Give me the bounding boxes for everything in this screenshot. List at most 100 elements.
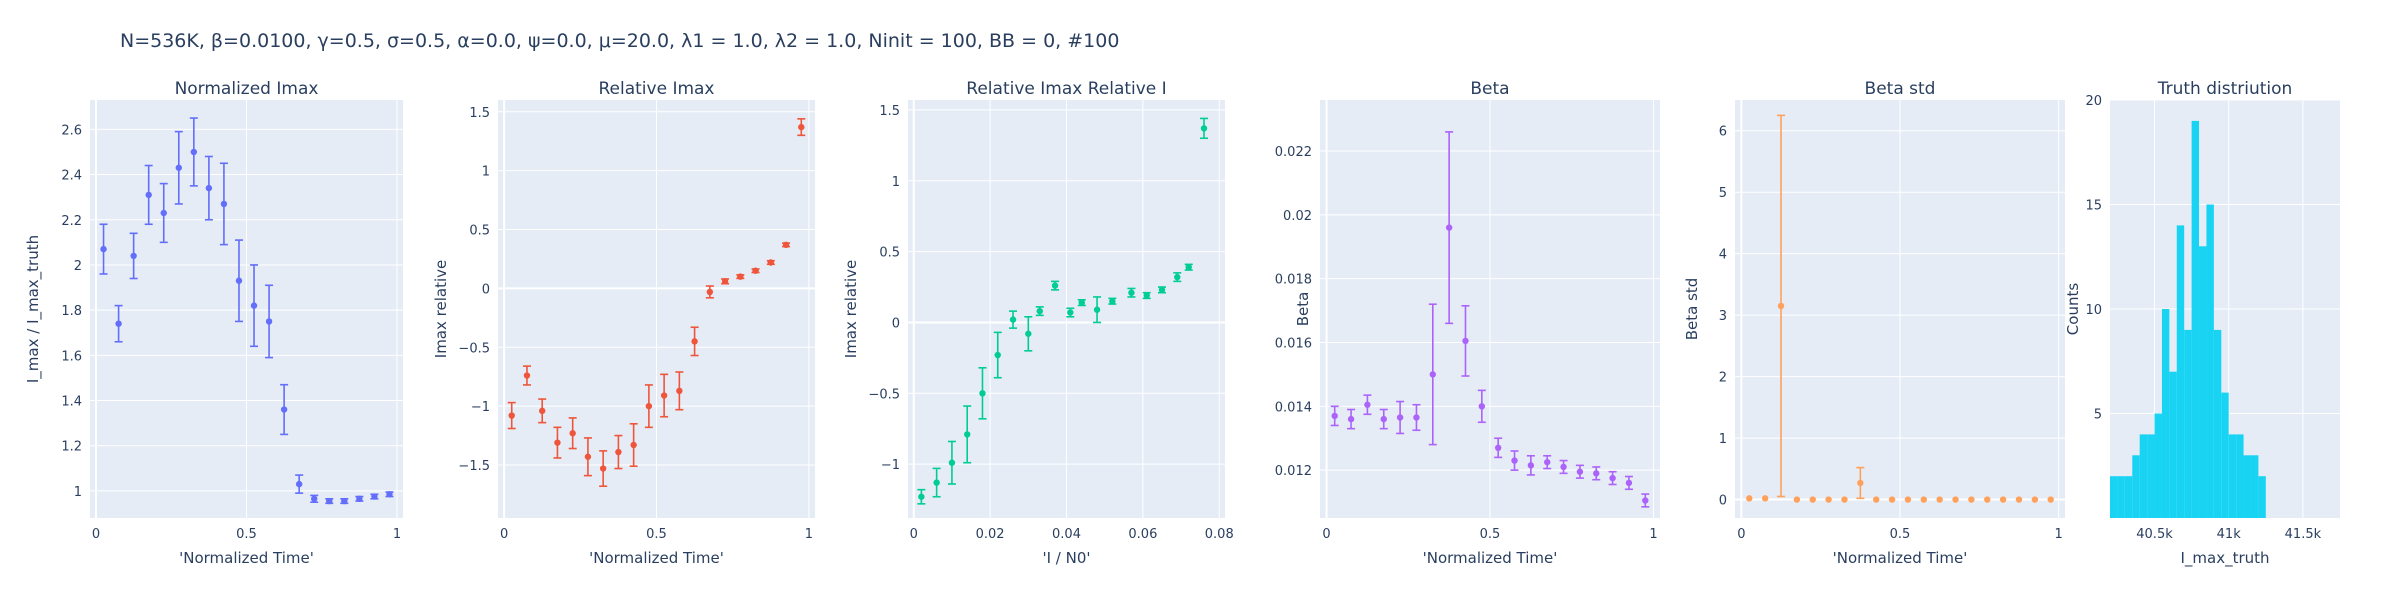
data-point [1511, 457, 1518, 464]
data-point [1984, 496, 1991, 503]
data-point [1364, 401, 1371, 408]
histogram-bar [2228, 434, 2237, 518]
data-point [1560, 463, 1567, 471]
y-axis-label: Beta std [1683, 278, 1701, 341]
data-point [1143, 292, 1150, 299]
data-point [508, 412, 515, 419]
data-point [691, 338, 698, 345]
y-tick-label: 0.02 [1283, 209, 1312, 224]
histogram-bar [2154, 413, 2162, 518]
data-point [1999, 496, 2007, 503]
y-axis-label: Beta [1294, 292, 1312, 327]
y-tick-label: 1.2 [61, 440, 82, 455]
y-tick-label: 1.8 [61, 304, 82, 319]
y-tick-label: 0 [892, 316, 900, 331]
y-tick-label: 2.2 [61, 214, 82, 229]
data-point [1429, 371, 1436, 378]
data-point [706, 288, 714, 296]
y-tick-label: 1 [482, 165, 490, 180]
y-tick-label: −0.5 [458, 341, 490, 356]
data-point [250, 302, 258, 309]
data-point [630, 441, 637, 449]
histogram-bar [2184, 329, 2192, 518]
data-point [145, 191, 152, 199]
histogram-bar [2124, 476, 2133, 518]
x-tick-label: 1 [2055, 527, 2063, 542]
y-tick-label: 0.016 [1275, 337, 1312, 352]
y-tick-label: 1.6 [61, 349, 82, 364]
chart-panel-5: 0 0.5 1 0 1 2 3 4 5 6 Beta std 'Normalized Time' Bet… [1683, 79, 2065, 567]
chart-panel-1: 0 0.5 1 1 1.2 1.4 1.6 1.8 2 2.2 2.4 2.6 Normalized I… [24, 79, 403, 567]
y-tick-label: 0.012 [1275, 464, 1312, 479]
data-point [2047, 496, 2054, 503]
y-tick-label: 0 [482, 282, 490, 297]
histogram-bar [2236, 434, 2244, 518]
data-point [265, 318, 273, 325]
y-tick-label: 0.014 [1275, 400, 1312, 415]
x-tick-label: 41.5k [2285, 527, 2322, 542]
histogram-bar [2191, 120, 2200, 519]
data-point [1793, 496, 1801, 503]
y-tick-label: 5 [1719, 186, 1727, 201]
x-tick-label: 0.5 [236, 527, 257, 542]
data-point [160, 209, 167, 217]
histogram-bar [2250, 455, 2259, 518]
data-point [1825, 496, 1832, 503]
histogram-bar [2110, 476, 2118, 518]
data-point [979, 390, 986, 397]
data-point [599, 465, 607, 472]
data-point [1185, 264, 1192, 271]
x-tick-label: 0 [1737, 527, 1745, 542]
histogram-bar [2147, 434, 2155, 518]
data-point [1841, 496, 1848, 503]
data-point [2015, 496, 2023, 503]
y-tick-label: 3 [1719, 309, 1727, 324]
data-point [523, 372, 531, 379]
x-axis-label: 'Normalized Time' [1833, 549, 1968, 567]
y-tick-label: −1 [881, 458, 900, 473]
data-point [1158, 286, 1166, 294]
histogram-bar [2243, 455, 2251, 518]
data-point [1462, 337, 1469, 345]
data-point [1642, 497, 1649, 504]
data-point [1078, 299, 1085, 306]
y-tick-label: 0 [1719, 494, 1727, 509]
data-point [326, 497, 333, 505]
subplot-title: Normalized Imax [175, 79, 319, 99]
y-tick-label: 2 [74, 259, 82, 274]
data-point [933, 479, 940, 486]
histogram-bar [2206, 204, 2214, 518]
x-axis-label: I_max_truth [2180, 549, 2269, 568]
histogram-bar [2199, 246, 2207, 519]
y-tick-label: 0.018 [1275, 273, 1312, 288]
data-point [371, 493, 378, 500]
data-point [1347, 415, 1355, 423]
histogram-bar [2176, 225, 2185, 518]
data-point [994, 351, 1001, 359]
data-point [1593, 470, 1600, 477]
data-point [235, 277, 243, 284]
data-point [1093, 306, 1101, 313]
figure-title: N=536K, β=0.0100, γ=0.5, σ=0.5, α=0.0, ψ… [120, 30, 1120, 52]
data-point [280, 406, 288, 413]
data-point [1527, 462, 1535, 469]
x-tick-label: 1 [393, 527, 401, 542]
y-tick-label: 6 [1719, 125, 1727, 140]
y-tick-label: 1.5 [879, 104, 900, 119]
y-tick-label: −1.5 [458, 459, 490, 474]
y-tick-label: 1.5 [469, 106, 490, 121]
data-point [767, 259, 775, 266]
subplot-title: Relative Imax Relative I [966, 79, 1166, 99]
chart-panel-3: 0 0.02 0.04 0.06 0.08 −1 −0.5 0 0.5 1 1.5 Relative … [842, 79, 1234, 567]
y-tick-label: 10 [2085, 303, 2102, 318]
subplot-title: Relative Imax [598, 79, 714, 99]
data-point [798, 123, 805, 131]
data-point [1920, 496, 1927, 503]
y-tick-label: 1.4 [61, 395, 82, 410]
x-tick-label: 1 [805, 527, 813, 542]
data-point [1051, 282, 1059, 289]
data-point [1128, 289, 1135, 296]
y-tick-label: 2 [1719, 371, 1727, 386]
data-point [554, 439, 561, 446]
